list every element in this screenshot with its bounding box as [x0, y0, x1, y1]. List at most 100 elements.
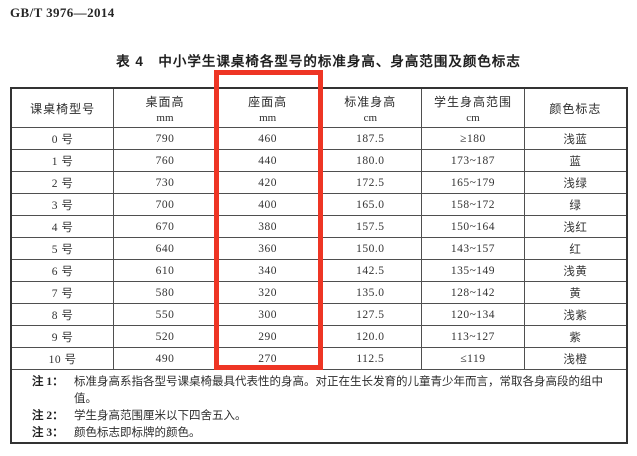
table-cell: 165~179	[421, 171, 525, 194]
table-row: 4 号 670 380 157.5 150~164 浅红	[10, 215, 628, 238]
column-header-unit: mm	[259, 111, 277, 124]
table-cell: 2 号	[10, 171, 115, 194]
note-item: 注 1： 标准身高系指各型号课桌椅最具代表性的身高。对正在生长发育的儿童青少年而言…	[32, 374, 616, 408]
note-item: 注 2： 学生身高范围厘米以下四舍五入。	[32, 408, 616, 425]
table-cell: 610	[113, 259, 217, 282]
table-cell: 浅紫	[523, 303, 628, 326]
note-text: 颜色标志即标牌的颜色。	[74, 427, 201, 439]
table-cell: 270	[215, 347, 320, 370]
table-cell: 420	[215, 171, 320, 194]
table-title: 表 4 中小学生课桌椅各型号的标准身高、身高范围及颜色标志	[116, 54, 521, 69]
table-cell: 0 号	[10, 127, 115, 150]
table-cell: 142.5	[318, 259, 423, 282]
table-cell: 5 号	[10, 237, 115, 260]
table-cell: 520	[113, 325, 217, 348]
table-cell: 135.0	[318, 281, 423, 304]
note-label: 注 1：	[32, 376, 64, 388]
table-body: 0 号 790 460 187.5 ≥180 浅蓝 1 号 760 440 180.0 173~18…	[10, 127, 628, 370]
table-cell: 300	[215, 303, 320, 326]
table-cell: 700	[113, 193, 217, 216]
standard-number: GB/T 3976—2014	[10, 5, 115, 20]
column-header-unit: cm	[363, 111, 378, 124]
table-cell: 113~127	[421, 325, 525, 348]
table-cell: 640	[113, 237, 217, 260]
table-cell: 157.5	[318, 215, 423, 238]
table-cell: 8 号	[10, 303, 115, 326]
table-cell: 550	[113, 303, 217, 326]
standards-table: 课桌椅型号 桌面高 mm 座面高 mm 标准身高 cm 学生身高范围 cm 颜色标志 0 号 790…	[10, 87, 628, 444]
table-cell: 187.5	[318, 127, 423, 150]
header-row: 课桌椅型号 桌面高 mm 座面高 mm 标准身高 cm 学生身高范围 cm 颜色标志	[10, 87, 628, 128]
table-cell: ≥180	[421, 127, 525, 150]
column-header-label: 学生身高范围	[433, 94, 512, 109]
table-cell: 135~149	[421, 259, 525, 282]
table-cell: 670	[113, 215, 217, 238]
table-cell: 128~142	[421, 281, 525, 304]
column-header: 座面高 mm	[215, 87, 320, 128]
table-row: 3 号 700 400 165.0 158~172 绿	[10, 193, 628, 216]
table-cell: 400	[215, 193, 320, 216]
table-row: 2 号 730 420 172.5 165~179 浅绿	[10, 171, 628, 194]
table-cell: 143~157	[421, 237, 525, 260]
column-header-unit: mm	[156, 111, 174, 124]
table-cell: 紫	[523, 325, 628, 348]
column-header-label: 桌面高	[145, 94, 185, 109]
table-cell: 10 号	[10, 347, 115, 370]
notes-cell: 注 1： 标准身高系指各型号课桌椅最具代表性的身高。对正在生长发育的儿童青少年而言…	[10, 369, 628, 444]
table-row: 0 号 790 460 187.5 ≥180 浅蓝	[10, 127, 628, 150]
column-header: 标准身高 cm	[318, 87, 423, 128]
table-cell: 112.5	[318, 347, 423, 370]
table-cell: 150.0	[318, 237, 423, 260]
table-cell: 165.0	[318, 193, 423, 216]
table-cell: 490	[113, 347, 217, 370]
column-header-unit: cm	[466, 111, 480, 124]
notes-row: 注 1： 标准身高系指各型号课桌椅最具代表性的身高。对正在生长发育的儿童青少年而言…	[10, 369, 628, 444]
table-cell: 730	[113, 171, 217, 194]
column-header: 课桌椅型号	[10, 87, 115, 128]
note-label: 注 2：	[32, 410, 64, 422]
column-header: 学生身高范围 cm	[421, 87, 525, 128]
table-cell: 760	[113, 149, 217, 172]
table-row: 8 号 550 300 127.5 120~134 浅紫	[10, 303, 628, 326]
table-cell: 380	[215, 215, 320, 238]
table-cell: 120.0	[318, 325, 423, 348]
table-cell: 180.0	[318, 149, 423, 172]
table-cell: 340	[215, 259, 320, 282]
column-header: 桌面高 mm	[113, 87, 217, 128]
table-cell: 绿	[523, 193, 628, 216]
table-cell: 790	[113, 127, 217, 150]
table-cell: 4 号	[10, 215, 115, 238]
table-cell: 127.5	[318, 303, 423, 326]
table-row: 1 号 760 440 180.0 173~187 蓝	[10, 149, 628, 172]
table-notes: 注 1： 标准身高系指各型号课桌椅最具代表性的身高。对正在生长发育的儿童青少年而言…	[10, 369, 628, 444]
table-cell: 3 号	[10, 193, 115, 216]
table-cell: 1 号	[10, 149, 115, 172]
table-row: 5 号 640 360 150.0 143~157 红	[10, 237, 628, 260]
table-cell: 9 号	[10, 325, 115, 348]
column-header-label: 座面高	[248, 94, 288, 109]
column-header-label: 课桌椅型号	[30, 101, 96, 116]
table-cell: 蓝	[523, 149, 628, 172]
table-cell: 580	[113, 281, 217, 304]
table-cell: 红	[523, 237, 628, 260]
table-cell: ≤119	[421, 347, 525, 370]
table-cell: 158~172	[421, 193, 525, 216]
table-cell: 浅绿	[523, 171, 628, 194]
table-cell: 浅橙	[523, 347, 628, 370]
table-row: 7 号 580 320 135.0 128~142 黄	[10, 281, 628, 304]
table-cell: 320	[215, 281, 320, 304]
column-header: 颜色标志	[523, 87, 628, 128]
table-cell: 172.5	[318, 171, 423, 194]
table-cell: 120~134	[421, 303, 525, 326]
table-cell: 浅黄	[523, 259, 628, 282]
table-cell: 150~164	[421, 215, 525, 238]
note-text: 标准身高系指各型号课桌椅最具代表性的身高。对正在生长发育的儿童青少年而言，常取各…	[74, 376, 603, 405]
table-cell: 黄	[523, 281, 628, 304]
table-cell: 6 号	[10, 259, 115, 282]
note-item: 注 3： 颜色标志即标牌的颜色。	[32, 425, 616, 442]
table-cell: 7 号	[10, 281, 115, 304]
table-cell: 460	[215, 127, 320, 150]
table-cell: 440	[215, 149, 320, 172]
table-row: 10 号 490 270 112.5 ≤119 浅橙	[10, 347, 628, 370]
